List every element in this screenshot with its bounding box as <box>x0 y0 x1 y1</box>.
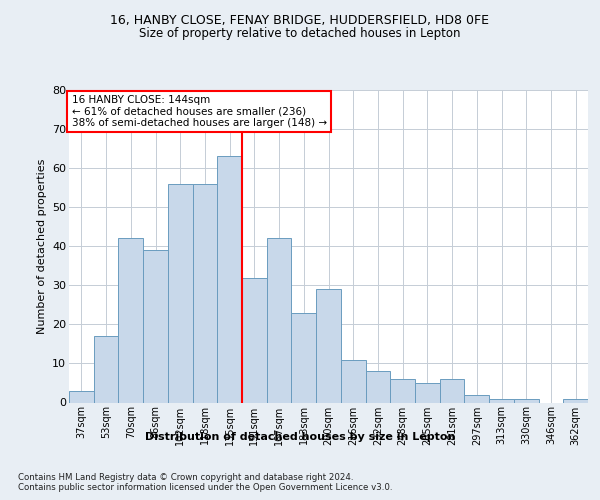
Bar <box>440 379 464 402</box>
Bar <box>69 391 94 402</box>
Bar <box>341 360 365 403</box>
Bar <box>242 278 267 402</box>
Text: Contains public sector information licensed under the Open Government Licence v3: Contains public sector information licen… <box>18 484 392 492</box>
Bar <box>316 289 341 403</box>
Bar <box>193 184 217 402</box>
Text: 16 HANBY CLOSE: 144sqm
← 61% of detached houses are smaller (236)
38% of semi-de: 16 HANBY CLOSE: 144sqm ← 61% of detached… <box>71 94 327 128</box>
Text: Distribution of detached houses by size in Lepton: Distribution of detached houses by size … <box>145 432 455 442</box>
Bar <box>168 184 193 402</box>
Text: Size of property relative to detached houses in Lepton: Size of property relative to detached ho… <box>139 28 461 40</box>
Bar <box>267 238 292 402</box>
Bar <box>415 383 440 402</box>
Bar <box>563 398 588 402</box>
Y-axis label: Number of detached properties: Number of detached properties <box>37 158 47 334</box>
Bar <box>514 398 539 402</box>
Bar <box>489 398 514 402</box>
Bar <box>217 156 242 402</box>
Bar <box>292 312 316 402</box>
Bar <box>365 371 390 402</box>
Bar <box>464 394 489 402</box>
Bar <box>143 250 168 402</box>
Bar <box>94 336 118 402</box>
Bar <box>390 379 415 402</box>
Bar <box>118 238 143 402</box>
Text: 16, HANBY CLOSE, FENAY BRIDGE, HUDDERSFIELD, HD8 0FE: 16, HANBY CLOSE, FENAY BRIDGE, HUDDERSFI… <box>110 14 490 27</box>
Text: Contains HM Land Registry data © Crown copyright and database right 2024.: Contains HM Land Registry data © Crown c… <box>18 472 353 482</box>
